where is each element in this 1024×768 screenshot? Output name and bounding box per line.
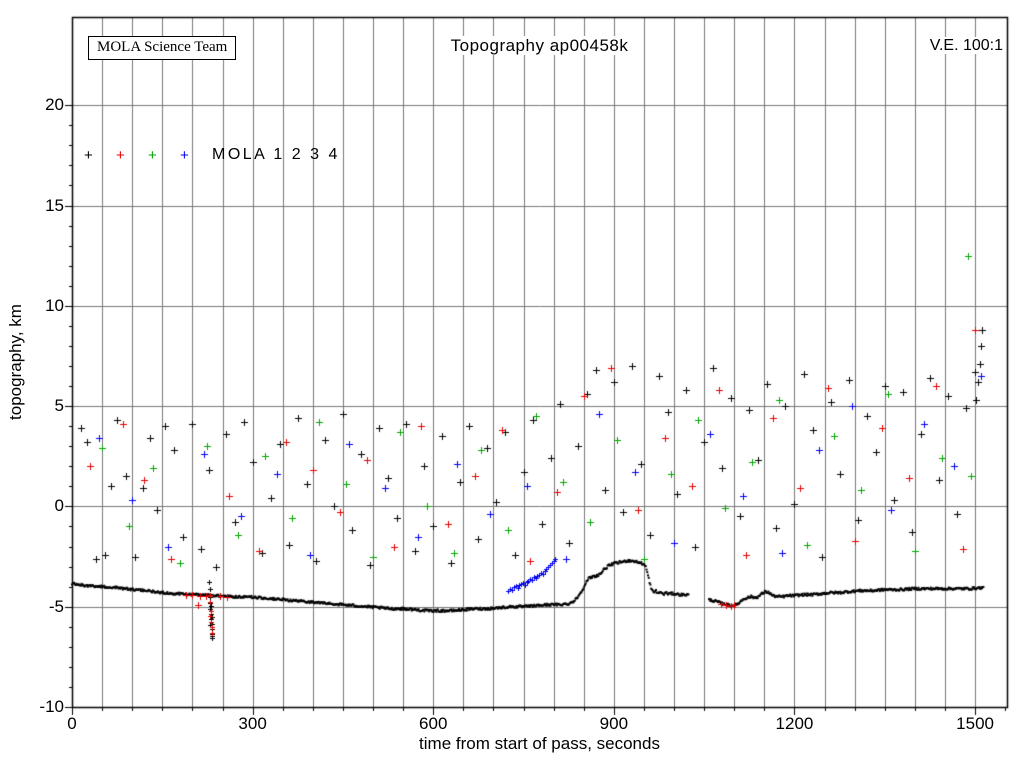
legend-marker-mola-3-icon: + — [148, 146, 157, 164]
y-tick-label: 0 — [54, 496, 64, 516]
x-tick-label: 600 — [419, 714, 448, 733]
legend-marker-mola-4-icon: + — [180, 146, 189, 164]
y-tick-label: 10 — [45, 295, 64, 315]
y-tick-label: 20 — [45, 95, 64, 115]
y-tick-label: 5 — [54, 396, 64, 416]
science-team-badge: MOLA Science Team — [88, 36, 237, 60]
x-axis-label: time from start of pass, seconds — [419, 734, 660, 753]
y-tick-label: 15 — [45, 195, 64, 215]
y-tick-label: -5 — [48, 596, 64, 616]
x-tick-label: 900 — [599, 714, 629, 733]
legend-marker-mola-2-icon: + — [116, 146, 125, 164]
legend-label: MOLA 1 2 3 4 — [212, 146, 340, 163]
x-tick-label: 300 — [238, 714, 267, 733]
legend-marker-mola-1-icon: + — [84, 146, 93, 164]
x-tick-label: 1500 — [956, 714, 994, 733]
x-tick-label: 1200 — [775, 714, 814, 733]
x-tick-label: 0 — [67, 714, 77, 733]
y-tick-label: -10 — [39, 697, 64, 716]
legend: + + + + MOLA 1 2 3 4 — [84, 146, 340, 164]
